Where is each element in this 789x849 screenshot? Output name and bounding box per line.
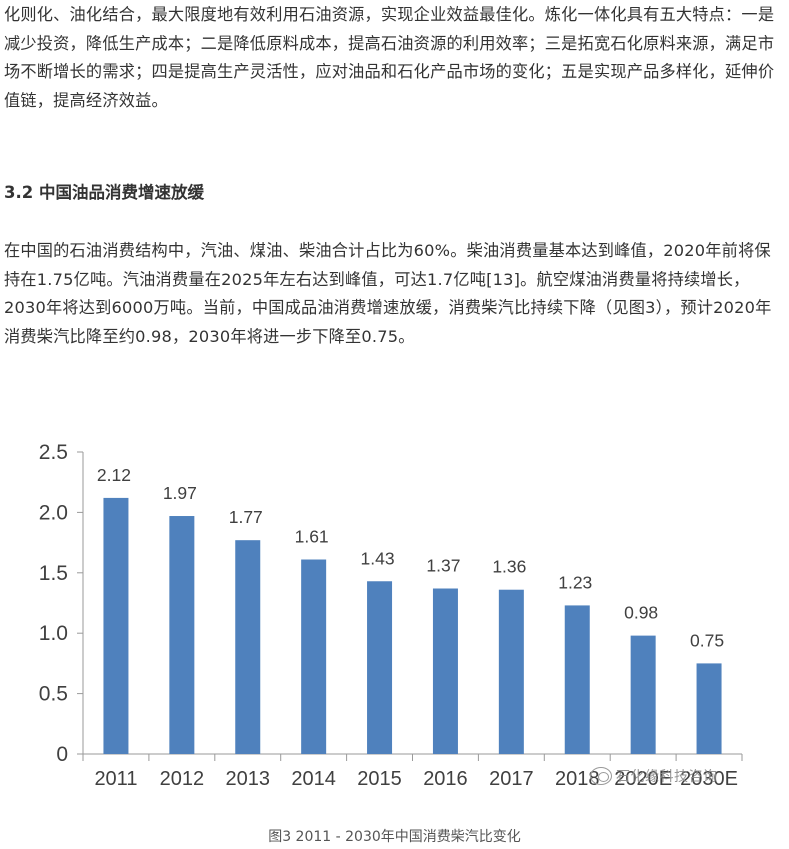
y-tick-label: 2.0 bbox=[39, 501, 68, 524]
bar bbox=[235, 540, 261, 754]
x-tick-label: 2013 bbox=[226, 768, 271, 790]
x-tick-label: 2014 bbox=[291, 768, 336, 790]
watermark-text: 石化缘科技咨询 bbox=[616, 769, 718, 785]
data-label: 0.98 bbox=[624, 603, 658, 623]
bar-chart: 0 0.5 1.0 1.5 2.0 2.5 2.12 2011 1.97 2012 1.77 2013… bbox=[0, 430, 789, 805]
data-label: 1.61 bbox=[295, 527, 329, 547]
x-tick-label: 2016 bbox=[423, 768, 468, 790]
bar bbox=[630, 635, 656, 754]
y-tick-label: 1.0 bbox=[39, 622, 68, 645]
data-label: 1.23 bbox=[558, 572, 592, 592]
data-label: 1.77 bbox=[229, 507, 263, 527]
y-tick-label: 2.5 bbox=[39, 441, 68, 464]
bar bbox=[432, 588, 458, 754]
article-paragraph-2: 在中国的石油消费结构中，汽油、煤油、柴油合计占比为60%。柴油消费量基本达到峰值… bbox=[4, 241, 772, 346]
x-tick-label: 2011 bbox=[94, 768, 137, 790]
bar bbox=[564, 605, 590, 754]
wechat-icon bbox=[590, 767, 612, 785]
x-tick-label: 2012 bbox=[160, 768, 205, 790]
section-heading: 3.2 中国油品消费增速放缓 bbox=[4, 183, 204, 202]
bar bbox=[367, 581, 393, 754]
data-label: 2.12 bbox=[97, 465, 131, 485]
article-paragraph-1: 化则化、油化结合，最大限度地有效利用石油资源，实现企业效益最佳化。炼化一体化具有… bbox=[4, 5, 775, 110]
y-tick-label: 0 bbox=[56, 743, 68, 766]
data-label: 1.36 bbox=[492, 557, 526, 577]
data-label: 0.75 bbox=[690, 630, 724, 650]
x-tick-label: 2030E bbox=[680, 768, 738, 790]
data-label: 1.97 bbox=[163, 483, 197, 503]
y-tick-label: 1.5 bbox=[39, 562, 68, 585]
x-tick-label: 2015 bbox=[357, 768, 402, 790]
x-tick-label: 2020E bbox=[614, 768, 672, 790]
data-label: 1.43 bbox=[361, 548, 395, 568]
bar bbox=[696, 663, 722, 754]
figure-caption: 图3 2011 - 2030年中国消费柴汽比变化 bbox=[268, 829, 521, 845]
chart-svg: 0 0.5 1.0 1.5 2.0 2.5 2.12 2011 1.97 2012 1.77 2013… bbox=[39, 441, 743, 790]
x-tick-label: 2017 bbox=[489, 768, 534, 790]
data-label: 1.37 bbox=[426, 556, 460, 576]
bar bbox=[498, 589, 524, 754]
bar bbox=[169, 516, 195, 754]
bar bbox=[103, 497, 129, 754]
y-tick-label: 0.5 bbox=[39, 683, 68, 706]
x-tick-label: 2018 bbox=[555, 768, 600, 790]
watermark: 石化缘科技咨询 bbox=[590, 765, 770, 787]
bar bbox=[301, 559, 327, 754]
